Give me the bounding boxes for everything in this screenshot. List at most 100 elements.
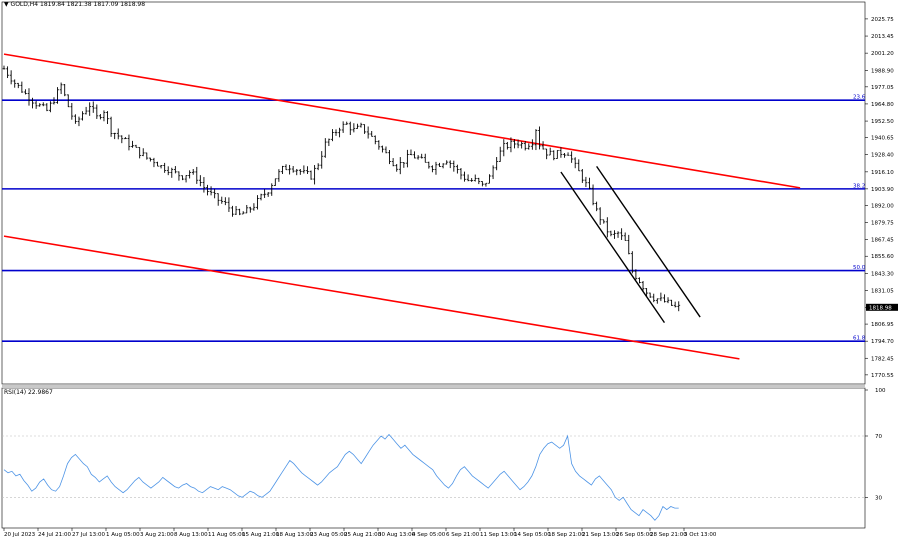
ohlc-bar xyxy=(277,169,281,182)
time-tick-label: 8 Aug 13:00 xyxy=(174,532,208,538)
symbol-info: ▼ GOLD,H4 1819.84 1821.38 1817.09 1818.9… xyxy=(4,1,145,8)
ohlc-bar xyxy=(24,89,27,95)
ohlc-bar xyxy=(302,165,306,174)
ohlc-bar xyxy=(459,167,463,180)
ohlc-bar xyxy=(206,184,209,196)
ohlc-bar xyxy=(552,150,556,161)
collapse-arrow-icon[interactable]: ▼ xyxy=(4,1,9,8)
ohlc-bar xyxy=(259,193,263,201)
ohlc-bar xyxy=(98,114,102,120)
ohlc-bar xyxy=(377,140,381,150)
ohlc-bar xyxy=(613,230,616,239)
ohlc-bar xyxy=(545,148,549,160)
ohlc-bar xyxy=(227,197,231,212)
ohlc-bar xyxy=(659,292,663,302)
high-value: 1821.38 xyxy=(66,1,92,8)
ohlc-bar xyxy=(563,152,566,158)
price-tick-label: 1806.95 xyxy=(871,322,894,328)
rsi-tick-label: 100 xyxy=(875,388,886,394)
rsi-pane-frame xyxy=(1,387,866,529)
price-tick-label: 1843.30 xyxy=(871,271,894,277)
ohlc-bar xyxy=(120,135,124,144)
ohlc-bar xyxy=(666,297,670,304)
ohlc-bar xyxy=(513,139,516,149)
ohlc-bar xyxy=(520,141,524,149)
time-tick-label: 27 Jul 13:00 xyxy=(72,532,105,538)
ohlc-bar xyxy=(74,114,77,124)
ohlc-bar xyxy=(223,197,227,206)
ohlc-bar xyxy=(209,186,213,196)
ohlc-bar xyxy=(159,165,163,169)
ohlc-bar xyxy=(77,116,81,127)
ohlc-bar xyxy=(6,66,9,79)
ohlc-bar xyxy=(670,299,673,307)
ohlc-bar xyxy=(648,292,652,298)
ohlc-bar xyxy=(370,130,374,137)
price-pane-frame xyxy=(1,1,866,385)
ohlc-bar xyxy=(27,88,31,106)
ohlc-bar xyxy=(316,163,320,171)
ohlc-bar xyxy=(95,104,99,119)
ohlc-bar xyxy=(534,129,538,151)
ohlc-bar xyxy=(338,127,341,138)
ohlc-bar xyxy=(502,139,506,157)
price-tick-label: 1867.45 xyxy=(871,238,894,244)
ohlc-bar xyxy=(91,101,95,113)
time-tick-label: 25 Aug 21:00 xyxy=(344,532,382,538)
ohlc-bar xyxy=(363,124,366,134)
time-tick-label: 3 Aug 21:00 xyxy=(140,532,174,538)
price-tick-label: 1964.80 xyxy=(871,102,894,108)
ohlc-bar xyxy=(384,146,388,154)
time-tick-label: 3 Oct 13:00 xyxy=(684,532,717,538)
ohlc-bar xyxy=(409,149,413,156)
ohlc-bar xyxy=(41,102,45,107)
price-tick-label: 1879.75 xyxy=(871,221,894,227)
ohlc-bar xyxy=(630,251,634,274)
price-bars xyxy=(2,65,681,312)
ohlc-bar xyxy=(177,171,181,181)
ohlc-bar xyxy=(366,126,370,139)
channel-line xyxy=(596,166,701,318)
ohlc-bar xyxy=(70,102,74,120)
ohlc-bar xyxy=(480,181,484,187)
ohlc-bar xyxy=(173,166,177,174)
ohlc-bar xyxy=(234,206,238,216)
ohlc-bar xyxy=(605,217,609,238)
ohlc-bar xyxy=(156,161,159,167)
ohlc-bar xyxy=(580,169,584,183)
ohlc-bar xyxy=(238,208,242,216)
ohlc-bar xyxy=(423,153,427,163)
ohlc-bar xyxy=(220,196,224,204)
ohlc-bar xyxy=(577,159,581,172)
ohlc-bar xyxy=(127,134,131,151)
ohlc-bar xyxy=(31,97,34,109)
fib-level-label: 38.2 xyxy=(853,183,865,189)
ohlc-bar xyxy=(202,177,206,193)
ohlc-bar xyxy=(309,170,313,180)
ohlc-bar xyxy=(81,111,84,121)
time-tick-label: 24 Jul 21:00 xyxy=(38,532,71,538)
ohlc-bar xyxy=(320,151,324,169)
ohlc-bar xyxy=(166,166,170,176)
ohlc-bar xyxy=(402,162,406,168)
ohlc-bar xyxy=(431,165,434,173)
ohlc-bar xyxy=(213,188,217,199)
ohlc-bar xyxy=(655,298,659,304)
rsi-label: RSI(14) 22.9867 xyxy=(4,389,53,396)
ohlc-bar xyxy=(598,207,602,225)
ohlc-bar xyxy=(516,139,520,149)
ohlc-bar xyxy=(641,281,645,292)
ohlc-bar xyxy=(616,231,620,238)
ohlc-bar xyxy=(256,195,259,210)
ohlc-bar xyxy=(66,94,70,108)
price-tick-label: 2025.75 xyxy=(871,17,894,23)
ohlc-bar xyxy=(49,101,52,113)
ohlc-bar xyxy=(131,140,134,148)
ohlc-bar xyxy=(231,205,234,217)
ohlc-bar xyxy=(498,146,502,162)
ohlc-bar xyxy=(634,269,638,280)
price-tick-label: 1952.50 xyxy=(871,119,894,125)
ohlc-bar xyxy=(88,102,92,116)
ohlc-bar xyxy=(116,128,120,140)
